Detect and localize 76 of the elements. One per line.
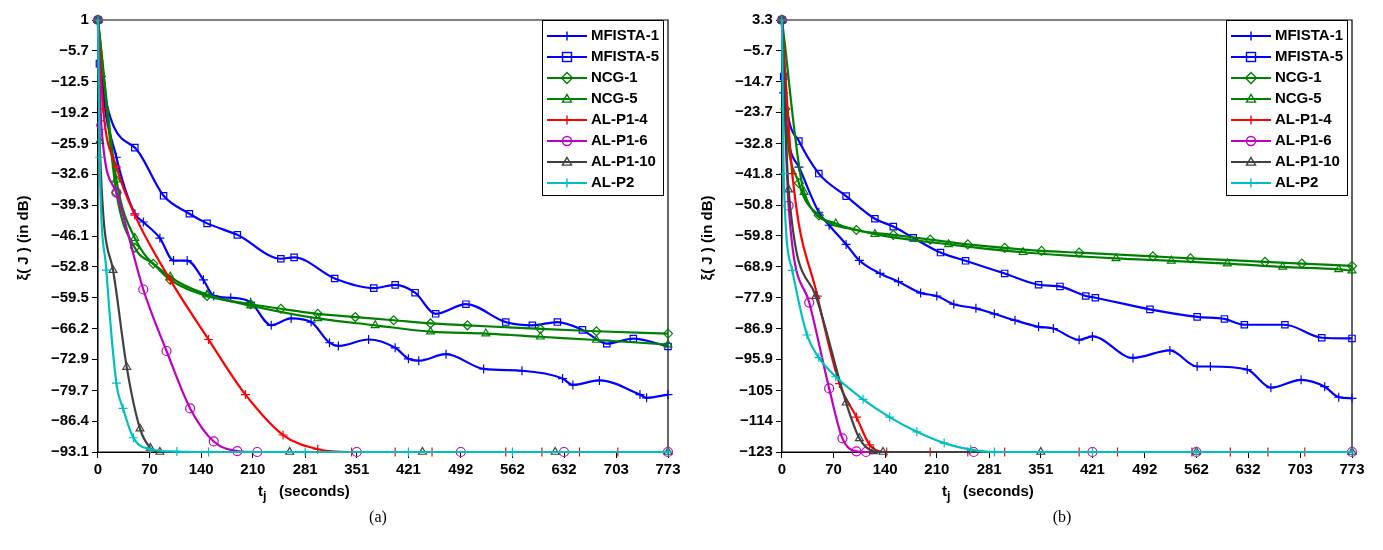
text: (a) [368,508,388,526]
y-tick-label: −77.9 [734,287,773,305]
x-tick-label: 210 [924,460,950,478]
x-tick-label: 351 [1028,460,1054,478]
y-tick-label: −59.5 [50,287,89,305]
y-tick-label: −52.8 [50,257,89,275]
y-tick-label: −25.9 [50,133,89,151]
x-tick-label: 632 [1235,460,1261,478]
x-tick-label: 632 [551,460,577,478]
y-tick-label: −5.7 [59,40,89,58]
x-tick-label: 281 [292,460,318,478]
legend-label: NCG-5 [1273,88,1323,108]
x-tick-label: 70 [141,460,158,478]
y-tick-label: −41.8 [734,164,773,182]
x-tick-label: 140 [872,460,898,478]
legend-label: AL-P2 [589,172,636,192]
y-tick-label: −23.7 [734,102,773,120]
x-tick-label: 351 [344,460,370,478]
y-tick-label: 3.3 [752,10,773,28]
x-tick-label: 492 [1132,460,1158,478]
y-tick-label: −32.6 [50,164,89,182]
x-tick-label: 421 [395,460,421,478]
legend-label: NCG-1 [589,67,639,87]
legend-label: MFISTA-5 [1273,46,1343,66]
legend-label: AL-P1-6 [589,130,649,150]
x-tick-label: 281 [976,460,1002,478]
x-tick-label: 773 [1339,460,1365,478]
legend-label: NCG-1 [1273,67,1323,87]
x-tick-label: 140 [188,460,214,478]
x-axis-title: t$_{j}$ (seconds) [258,482,350,503]
y-tick-label: −59.8 [734,225,773,243]
legend-label: AL-P1-4 [1273,109,1333,129]
y-tick-label: −50.8 [734,195,773,213]
y-axis-title: ξ( J ) (in dB) [13,195,31,281]
y-tick-label: −14.7 [734,71,773,89]
x-tick-label: 0 [777,460,787,478]
y-tick-label: −12.5 [50,72,89,90]
x-tick-label: 703 [603,460,629,478]
y-tick-label: −46.1 [50,226,89,244]
y-tick-label: 1 [80,10,89,28]
x-tick-label: 703 [1287,460,1313,478]
legend-label: AL-P1-6 [1273,130,1333,150]
legend-label: NCG-5 [589,88,639,108]
y-tick-label: −66.2 [50,318,89,336]
legend-label: AL-P2 [1273,172,1320,192]
y-axis-title: ξ( J ) (in dB) [697,195,715,281]
y-tick-label: −32.8 [734,133,773,151]
x-axis-title: t$_{j}$ (seconds) [942,482,1034,503]
x-tick-label: 773 [655,460,681,478]
legend-label: AL-P1-10 [589,151,657,171]
y-tick-label: −114 [739,411,774,429]
y-tick-label: −72.9 [50,349,89,367]
legend-label: MFISTA-1 [1273,25,1343,45]
y-tick-label: −86.9 [734,318,773,336]
x-tick-label: 562 [499,460,525,478]
legend-label: MFISTA-1 [589,25,659,45]
y-tick-label: −105 [739,380,773,398]
y-tick-label: −95.9 [734,349,773,367]
y-tick-label: −68.9 [734,257,773,275]
x-tick-label: 210 [240,460,266,478]
x-tick-label: 0 [93,460,103,478]
y-tick-label: −5.7 [743,40,773,58]
y-tick-label: −123 [739,442,773,460]
x-tick-label: 70 [825,460,842,478]
y-tick-label: −39.3 [50,195,89,213]
legend-label: AL-P1-10 [1273,151,1341,171]
y-tick-label: −79.7 [50,380,89,398]
legend-label: MFISTA-5 [589,46,659,66]
x-tick-label: 421 [1079,460,1105,478]
y-tick-label: −86.4 [50,411,90,429]
legend-label: AL-P1-4 [589,109,649,129]
x-tick-label: 562 [1183,460,1209,478]
y-tick-label: −19.2 [50,102,89,120]
x-tick-label: 492 [448,460,474,478]
text: (b) [1051,508,1073,526]
y-tick-label: −93.1 [50,442,89,460]
